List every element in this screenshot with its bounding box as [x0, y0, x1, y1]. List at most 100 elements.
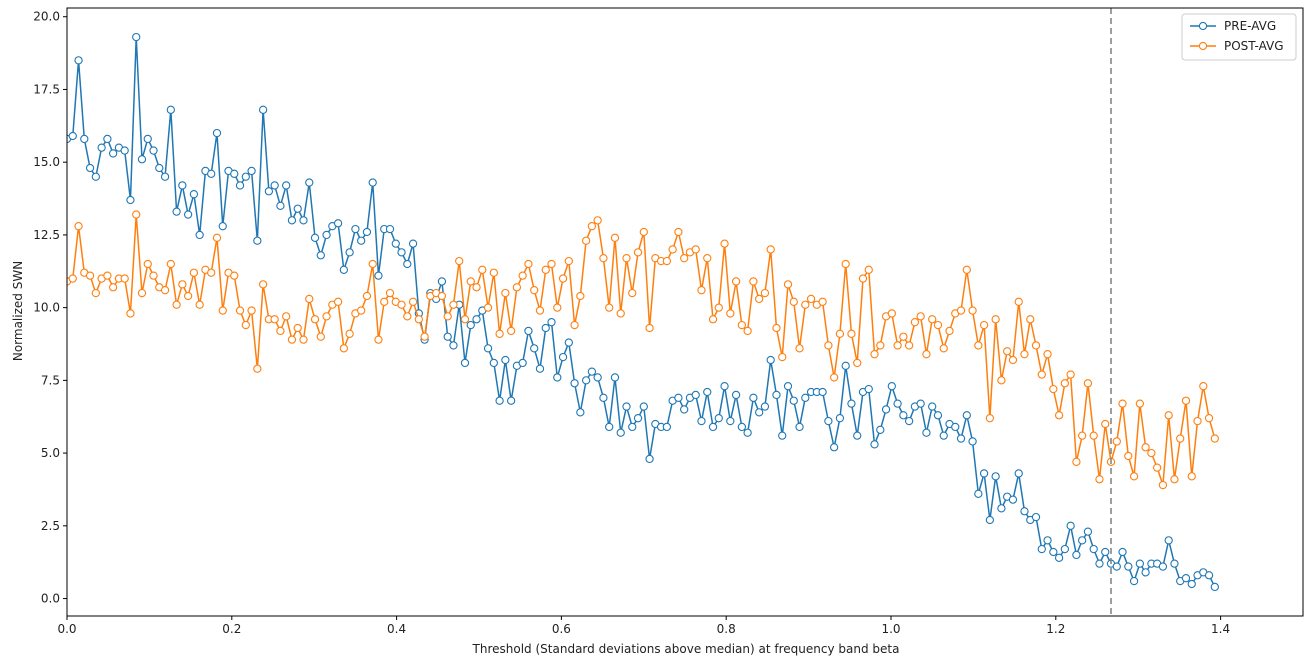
data-point — [385, 288, 395, 298]
data-point — [1060, 379, 1070, 388]
data-point — [155, 163, 164, 173]
data-point — [443, 312, 452, 321]
data-point — [806, 294, 816, 304]
series-line — [67, 36, 1216, 588]
data-point — [478, 265, 487, 274]
data-point — [772, 323, 781, 333]
y-tick-label: 10.0 — [33, 301, 60, 315]
data-point — [818, 297, 827, 306]
data-point — [962, 411, 971, 420]
data-point — [541, 323, 550, 333]
data-point — [1089, 431, 1098, 440]
series-line — [67, 213, 1216, 486]
data-point — [1101, 419, 1110, 429]
data-point — [599, 393, 608, 402]
data-point — [541, 265, 550, 274]
data-point — [1072, 550, 1081, 560]
series-post-avg — [67, 210, 1219, 490]
data-point — [172, 300, 181, 309]
data-point — [904, 341, 914, 350]
data-point — [535, 364, 545, 373]
data-point — [195, 230, 204, 240]
data-point — [530, 344, 539, 353]
y-tick-label: 17.5 — [33, 82, 60, 96]
data-point — [829, 373, 839, 382]
data-point — [1118, 399, 1127, 408]
data-point — [743, 428, 752, 437]
data-point — [189, 190, 199, 199]
data-point — [518, 271, 527, 280]
data-point — [160, 286, 170, 295]
data-point — [731, 390, 741, 400]
x-tick-label: 1.0 — [881, 622, 900, 636]
data-point — [974, 489, 983, 498]
legend-label: PRE-AVG — [1224, 19, 1276, 33]
data-point — [743, 326, 752, 336]
data-point — [737, 422, 747, 432]
data-point — [126, 309, 135, 318]
data-point — [195, 300, 204, 309]
data-point — [397, 300, 406, 309]
data-point — [460, 358, 470, 368]
data-point — [1095, 475, 1104, 484]
data-point — [956, 434, 966, 443]
data-point — [1210, 582, 1219, 592]
data-point — [230, 271, 239, 280]
data-point — [1037, 544, 1046, 554]
data-point — [472, 315, 481, 324]
data-point — [530, 286, 539, 295]
data-point — [691, 390, 700, 400]
data-point — [639, 402, 648, 411]
data-point — [968, 437, 977, 446]
data-point — [137, 155, 147, 164]
data-point — [680, 405, 689, 414]
data-point — [322, 230, 331, 240]
data-point — [443, 332, 452, 341]
data-point — [108, 283, 118, 292]
data-point — [397, 248, 406, 257]
data-point — [587, 367, 597, 376]
data-point — [74, 222, 83, 231]
data-point — [680, 254, 689, 263]
x-tick-label: 0.4 — [387, 622, 406, 636]
data-point — [1204, 414, 1214, 423]
data-point — [103, 271, 112, 280]
data-point — [766, 245, 775, 254]
x-tick-label: 0.6 — [552, 622, 571, 636]
data-point — [553, 373, 562, 382]
data-point — [524, 326, 533, 336]
data-point — [97, 143, 106, 152]
data-point — [645, 454, 654, 464]
data-point — [674, 393, 683, 402]
legend-marker — [1198, 21, 1208, 31]
data-point — [322, 312, 331, 321]
data-point — [1124, 451, 1133, 461]
data-point — [247, 166, 256, 176]
data-point — [824, 416, 833, 426]
data-point — [333, 297, 343, 306]
data-point — [120, 146, 129, 155]
x-axis-label: Threshold (Standard deviations above med… — [472, 642, 900, 656]
data-point — [985, 515, 995, 525]
data-point — [1118, 547, 1127, 557]
legend: PRE-AVG POST-AVG — [1181, 13, 1297, 61]
data-point — [437, 291, 447, 301]
data-point — [581, 236, 591, 245]
data-point — [703, 254, 712, 263]
x-tick-label: 0.0 — [57, 622, 76, 636]
data-point — [218, 222, 227, 231]
data-point — [703, 387, 712, 397]
data-point — [518, 358, 527, 368]
data-point — [132, 210, 141, 219]
y-tick-label: 7.5 — [41, 373, 60, 387]
data-point — [737, 320, 747, 330]
data-point — [991, 472, 1000, 481]
y-tick-label: 20.0 — [33, 10, 60, 24]
data-point — [212, 233, 222, 242]
data-point — [547, 318, 556, 327]
data-point — [339, 344, 349, 353]
data-point — [887, 309, 896, 318]
data-point — [501, 288, 510, 298]
x-tick-label: 1.2 — [1046, 622, 1065, 636]
